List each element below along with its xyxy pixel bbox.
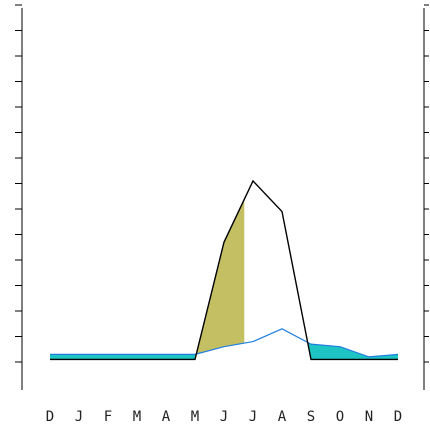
x-tick-label: A [162,409,171,425]
x-tick-label: O [336,409,344,425]
area-fills [50,199,398,360]
plot-frame [21,8,425,390]
x-tick-label: J [249,409,257,425]
x-tick-label: J [220,409,228,425]
teal-area [50,354,195,360]
x-tick-label: M [191,409,199,425]
x-tick-label: D [394,409,402,425]
axis-ticks [15,4,429,363]
x-tick-label: N [365,409,373,425]
blue-series-line [50,328,399,358]
teal-area [308,342,398,360]
series-lines [50,179,399,361]
x-tick-label: M [133,409,141,425]
olive-area [195,199,245,360]
x-tick-label: F [104,409,112,425]
x-tick-label: S [307,409,315,425]
x-tick-label: D [46,409,54,425]
x-tick-label: J [75,409,83,425]
x-tick-label: A [278,409,287,425]
black-series-line [50,179,398,361]
